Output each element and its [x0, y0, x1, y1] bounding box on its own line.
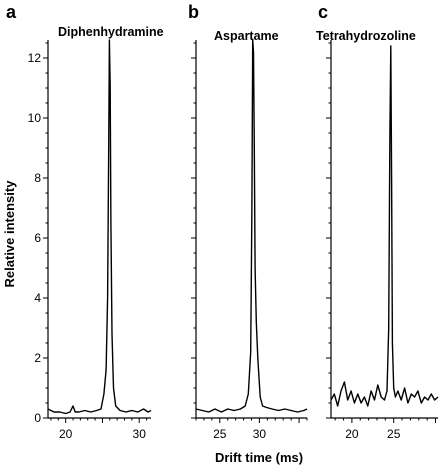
y-tick-label: 8 [34, 171, 41, 185]
y-tick-label: 2 [34, 351, 41, 365]
x-tick-label: 20 [345, 427, 359, 441]
panel-letter-c: c [318, 2, 328, 22]
panel-title-c: Tetrahydrozoline [316, 29, 416, 43]
series-line-b [195, 39, 308, 413]
x-axis-label: Drift time (ms) [215, 450, 303, 465]
panel-c: c Tetrahydrozoline 20 25 [316, 2, 439, 441]
y-tick-label: 6 [34, 231, 41, 245]
y-tick-label: 10 [28, 111, 42, 125]
panel-title-b: Aspartame [214, 29, 279, 43]
x-tick-label: 30 [253, 427, 267, 441]
series-line-a [47, 39, 152, 415]
y-tick-label: 12 [28, 51, 42, 65]
panel-letter-a: a [6, 2, 17, 22]
series-line-c [330, 45, 439, 407]
x-tick-label: 25 [387, 427, 401, 441]
panel-a: a Diphenhydramine 0 2 4 6 8 10 12 20 30 [6, 2, 164, 441]
x-tick-label: 20 [59, 427, 73, 441]
x-tick-label: 30 [133, 427, 147, 441]
panel-b: b Aspartame 25 30 [188, 2, 308, 441]
panel-title-a: Diphenhydramine [58, 25, 164, 39]
x-tick-label: 25 [213, 427, 227, 441]
y-tick-label: 0 [34, 411, 41, 425]
y-tick-label: 4 [34, 291, 41, 305]
panel-letter-b: b [188, 2, 199, 22]
y-axis-label: Relative intensity [2, 180, 17, 288]
